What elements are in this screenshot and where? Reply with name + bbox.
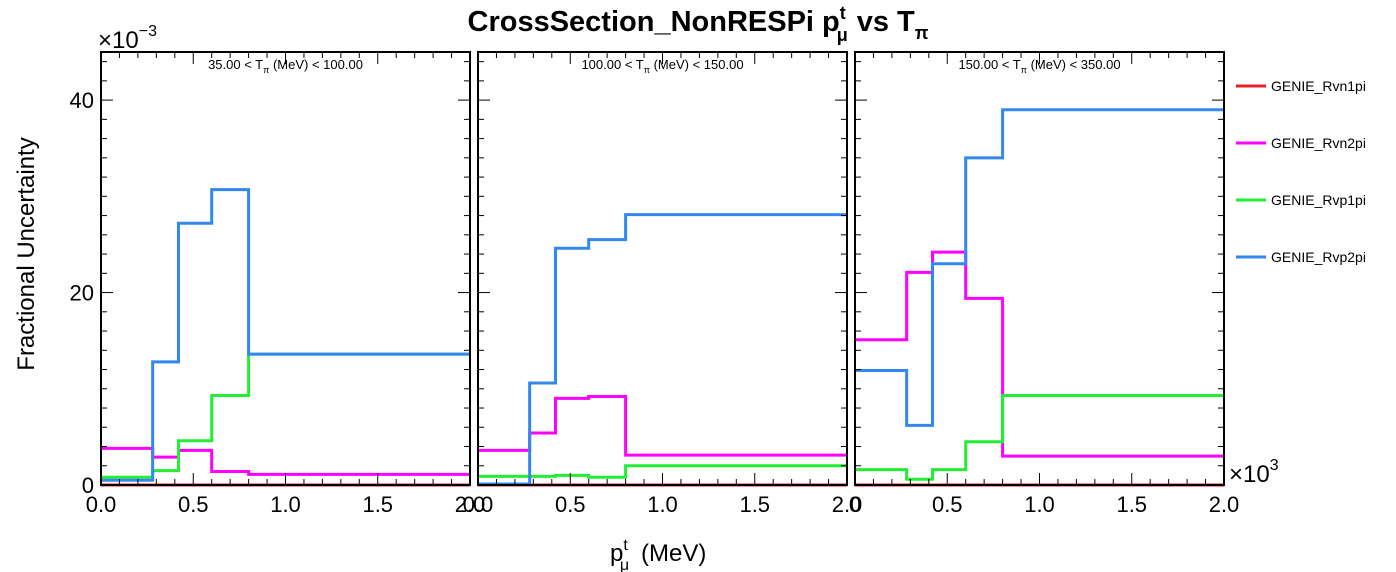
legend-label: GENIE_Rvn2pi (1271, 135, 1366, 151)
panel-frame (100, 51, 471, 486)
y-axis-label: Fractional Uncertainty (13, 137, 40, 370)
panel-label-post: (MeV) < 100.00 (269, 57, 363, 72)
y-tick-label: 20 (70, 281, 94, 306)
series-genie-rvp2pi (478, 213, 847, 486)
panel-frame (854, 51, 1225, 486)
panel-2: 0.0 0.5 1.0 1.5 2.0 100.00 < Tπ (MeV) < 150.0… (463, 51, 863, 517)
series-genie-rvn2pi (855, 250, 1224, 458)
x-multiplier: ×103 (1229, 457, 1279, 488)
y-multiplier-exp: −3 (139, 23, 157, 40)
x-tick-label: 1.0 (647, 492, 678, 517)
y-tick-label: 0 (82, 473, 94, 498)
x-tick-label: 1.5 (1116, 492, 1147, 517)
title-t-sub: π (915, 23, 929, 43)
panels: 0.0 0.5 1.0 1.5 2.035.00 < Tπ (MeV) < 100.00… (70, 51, 1240, 517)
x-axis-label: pt μ (MeV) (610, 537, 706, 572)
y-multiplier: ×10−3 (98, 23, 157, 54)
x-tick-label: 2.0 (1209, 492, 1240, 517)
x-tick-label: 0 (849, 492, 861, 517)
x-tick-label: 1.0 (1024, 492, 1055, 517)
x-tick-label: 0.5 (932, 492, 963, 517)
series-genie-rvp1pi (855, 394, 1224, 481)
series-genie-rvp2pi (101, 188, 470, 482)
panel-label-post: (MeV) < 150.00 (650, 57, 744, 72)
x-tick-label: 0.0 (86, 492, 117, 517)
y-multiplier-base: ×10 (98, 27, 139, 54)
legend-entry-genie-rvp2pi: GENIE_Rvp2pi (1236, 249, 1366, 265)
series-genie-rvp1pi (478, 464, 847, 479)
legend: GENIE_Rvn1pi GENIE_Rvn2pi GENIE_Rvp1pi GENI… (1236, 78, 1366, 265)
title-p-sub: μ (837, 25, 848, 45)
x-axis-label-p: p (610, 540, 623, 567)
x-multiplier-base: ×10 (1229, 461, 1270, 488)
x-tick-label: 1.5 (739, 492, 770, 517)
x-tick-label: 2.0 (832, 492, 863, 517)
x-tick-label: 2.0 (455, 492, 486, 517)
panel-3: 0 0.5 1.0 1.5 2.0 150.00 < Tπ (MeV) < 350.00 (849, 51, 1240, 517)
panel-frame (477, 51, 848, 486)
panel-label-sub: π (263, 65, 269, 75)
panel-label-pre: 35.00 < T (208, 57, 263, 72)
series-genie-rvn2pi (478, 394, 847, 457)
legend-entry-genie-rvn1pi: GENIE_Rvn1pi (1236, 78, 1366, 94)
x-tick-label: 1.5 (362, 492, 393, 517)
panel-1: 0.0 0.5 1.0 1.5 2.0 35.00 < Tπ (MeV) < 100.00 (86, 51, 486, 517)
x-axis-label-sub: μ (620, 557, 629, 572)
x-tick-label: 0.5 (555, 492, 586, 517)
series-genie-rvp1pi (101, 352, 470, 479)
x-axis-label-unit: (MeV) (641, 540, 706, 567)
panel-label: 150.00 < Tπ (MeV) < 350.00 (958, 57, 1120, 75)
title-p-sup: t (840, 3, 846, 23)
legend-label: GENIE_Rvp2pi (1271, 249, 1366, 265)
y-tick-label: 40 (70, 88, 94, 113)
panel-label-pre: 150.00 < T (958, 57, 1020, 72)
legend-label: GENIE_Rvp1pi (1271, 192, 1366, 208)
legend-label: GENIE_Rvn1pi (1271, 78, 1366, 94)
panel-label-post: (MeV) < 350.00 (1027, 57, 1121, 72)
title-vs: vs (857, 6, 889, 38)
title-name: CrossSection_NonRESPi (468, 6, 814, 38)
x-tick-label: 1.0 (270, 492, 301, 517)
x-tick-label: 0.0 (463, 492, 494, 517)
legend-entry-genie-rvn2pi: GENIE_Rvn2pi (1236, 135, 1366, 151)
x-tick-label: 0.5 (178, 492, 209, 517)
x-multiplier-exp: 3 (1270, 457, 1279, 474)
panel-label-pre: 100.00 < T (581, 57, 643, 72)
panel-label-sub: π (1021, 65, 1027, 75)
panel-label: 100.00 < Tπ (MeV) < 150.00 (581, 57, 743, 75)
panel-label-sub: π (644, 65, 650, 75)
panel-label: 35.00 < Tπ (MeV) < 100.00 (208, 57, 363, 75)
x-axis-label-sup: t (623, 537, 628, 554)
title-p: p (822, 6, 840, 38)
series-genie-rvp2pi (855, 108, 1224, 427)
title-t: T (897, 6, 915, 38)
legend-entry-genie-rvp1pi: GENIE_Rvp1pi (1236, 192, 1366, 208)
chart-title: CrossSection_NonRESPi pt μ vs Tπ (468, 3, 929, 45)
